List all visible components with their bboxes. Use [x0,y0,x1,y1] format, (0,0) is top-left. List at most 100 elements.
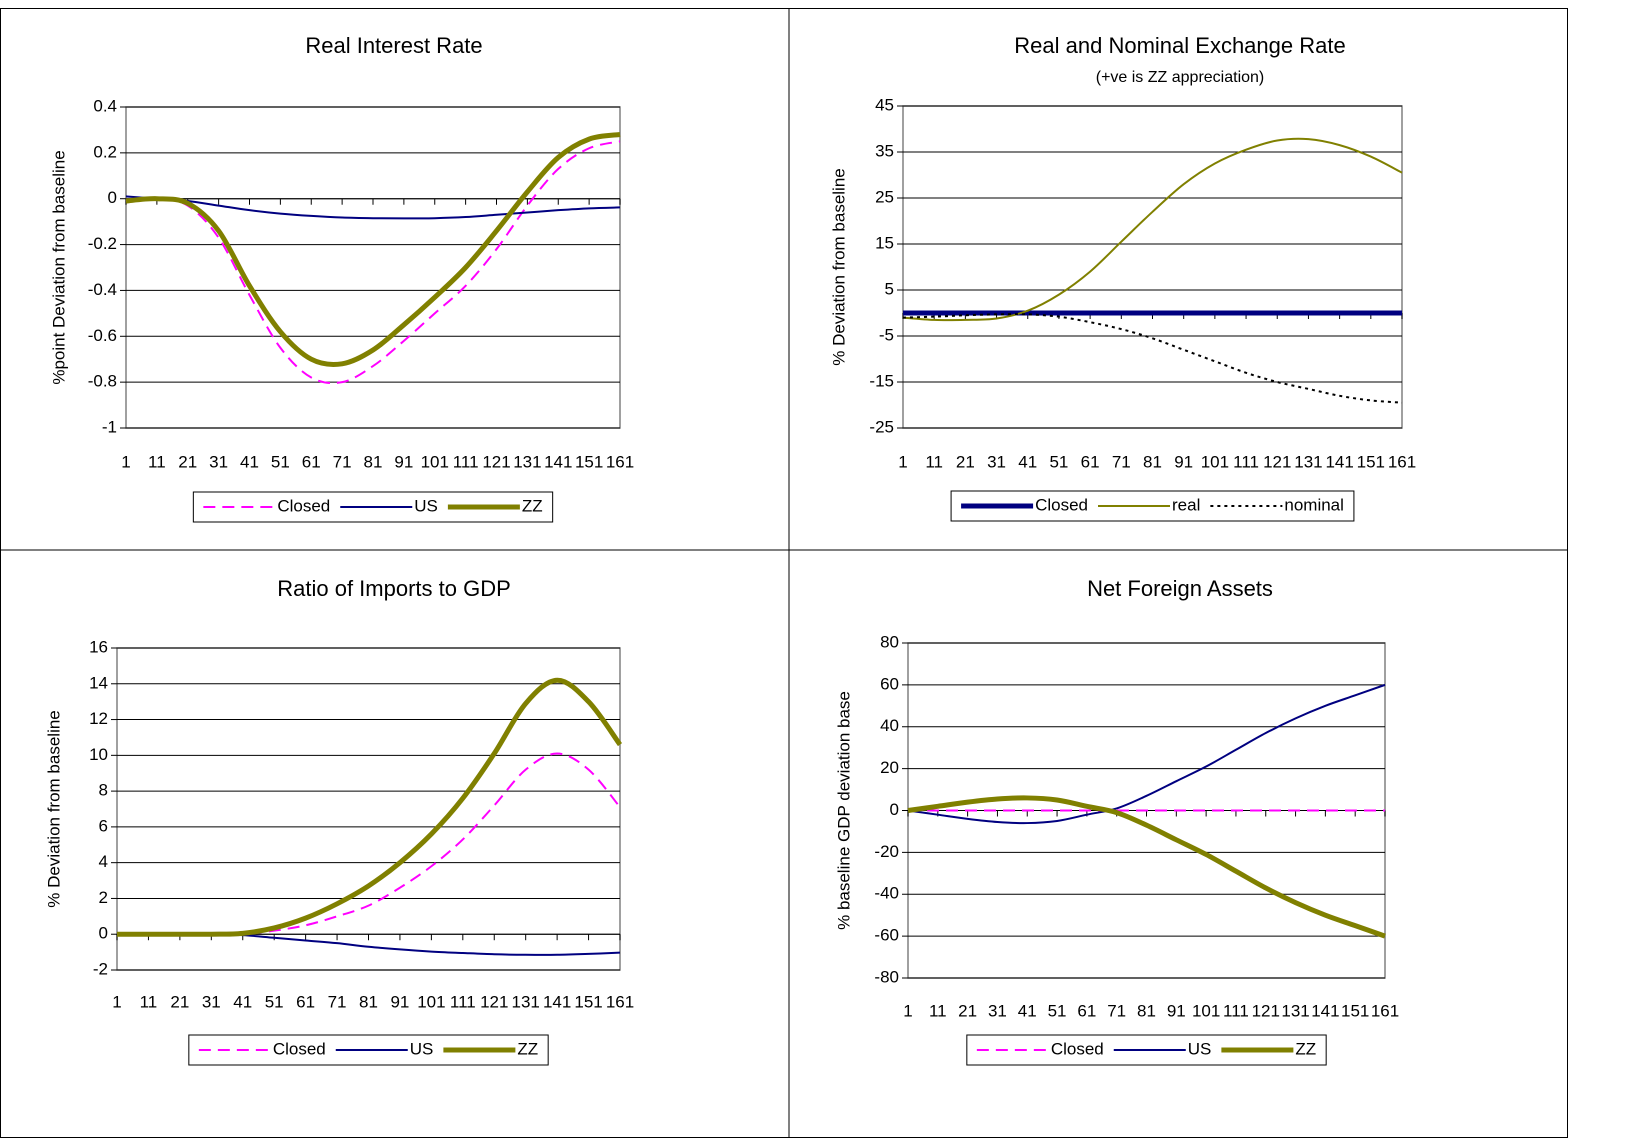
y-axis-label: % Deviation from baseline [829,168,848,365]
legend-label: US [1188,1039,1212,1058]
x-tick-label: 51 [271,452,290,471]
x-tick-label: 51 [265,992,284,1011]
x-tick-label: 41 [1018,1001,1037,1020]
legend-label: Closed [1035,495,1088,514]
y-tick-label: -80 [874,967,899,986]
x-tick-label: 131 [1294,452,1322,471]
x-tick-label: 1 [112,992,121,1011]
series-line [907,683,1386,825]
x-tick-label: 1 [121,452,130,471]
y-tick-label: 15 [875,233,894,252]
x-tick-label: 31 [988,1001,1007,1020]
x-tick-label: 61 [1077,1001,1096,1020]
series-line [125,132,621,367]
y-tick-label: -0.2 [88,234,117,253]
x-tick-label: 111 [450,992,476,1011]
x-tick-label: 1 [903,1001,912,1020]
legend-label: ZZ [522,496,543,515]
x-tick-label: 21 [956,452,975,471]
x-tick-label: 91 [1174,452,1193,471]
x-tick-label: 41 [233,992,252,1011]
x-tick-label: 11 [140,992,158,1011]
x-tick-label: 71 [1107,1001,1126,1020]
x-tick-label: 31 [987,452,1006,471]
x-tick-label: 121 [480,992,508,1011]
series-line [125,140,621,385]
chart-title: Real Interest Rate [305,33,482,58]
y-tick-label: 0 [99,924,108,943]
x-tick-label: 11 [925,452,943,471]
x-tick-label: 101 [1201,452,1229,471]
x-tick-label: 11 [929,1001,947,1020]
y-tick-label: 6 [99,816,108,835]
y-tick-label: -25 [869,417,894,436]
series-line [902,313,1403,404]
plot-area [125,106,621,429]
chart-title: Net Foreign Assets [1087,576,1273,601]
plot-area [902,105,1403,429]
x-tick-label: 81 [364,452,383,471]
y-tick-label: 5 [885,279,894,298]
x-tick-label: 71 [333,452,352,471]
y-tick-label: 10 [89,745,108,764]
x-tick-label: 61 [302,452,321,471]
x-tick-label: 141 [1325,452,1353,471]
x-tick-label: 101 [417,992,445,1011]
x-tick-label: 121 [1252,1001,1280,1020]
chart: Real Interest Rate %point Deviation from … [49,33,634,523]
x-tick-label: 161 [1388,452,1416,471]
chart-subtitle: (+ve is ZZ appreciation) [1096,69,1265,86]
y-tick-label: 40 [880,716,899,735]
legend: Closed real nominal [950,490,1355,522]
legend-label: US [410,1039,434,1058]
legend: Closed US ZZ [966,1034,1327,1066]
y-axis-label: %point Deviation from baseline [49,150,68,384]
x-tick-label: 141 [1311,1001,1339,1020]
chart: Net Foreign Assets % baseline GDP deviati… [834,576,1399,1066]
x-tick-label: 91 [394,452,413,471]
y-tick-label: 12 [89,709,108,728]
y-tick-label: -5 [879,325,894,344]
x-tick-label: 161 [1371,1001,1399,1020]
x-tick-label: 121 [482,452,510,471]
x-tick-label: 71 [328,992,347,1011]
y-tick-label: 0 [108,188,117,207]
y-axis-label: % baseline GDP deviation base [834,691,853,930]
x-tick-label: 81 [359,992,378,1011]
y-tick-label: -60 [874,926,899,945]
y-tick-label: 8 [99,781,108,800]
plot-area [116,647,621,971]
x-tick-label: 101 [421,452,449,471]
legend: Closed US ZZ [188,1034,549,1066]
x-tick-label: 1 [898,452,907,471]
y-tick-label: 0.2 [93,142,117,161]
x-tick-label: 151 [575,452,603,471]
y-tick-label: -40 [874,884,899,903]
x-tick-label: 61 [1081,452,1100,471]
legend-label: ZZ [517,1039,538,1058]
legend-label: nominal [1284,495,1344,514]
x-tick-label: 141 [543,992,571,1011]
y-tick-label: -2 [93,959,108,978]
x-tick-label: 131 [1281,1001,1309,1020]
x-tick-label: 71 [1112,452,1131,471]
x-tick-label: 131 [512,992,540,1011]
x-tick-label: 161 [606,452,634,471]
x-tick-label: 151 [1357,452,1385,471]
y-tick-label: -1 [102,417,117,436]
x-tick-label: 101 [1192,1001,1220,1020]
x-tick-label: 31 [209,452,228,471]
legend-label: US [414,496,438,515]
x-tick-label: 51 [1048,1001,1067,1020]
chart: Real and Nominal Exchange Rate (+ve is ZZ… [829,33,1416,522]
x-tick-label: 11 [148,452,166,471]
legend-label: Closed [1051,1039,1104,1058]
y-tick-label: 14 [89,673,108,692]
x-tick-label: 81 [1137,1001,1156,1020]
x-tick-label: 61 [296,992,315,1011]
series-line [907,795,1386,939]
legend-label: Closed [273,1039,326,1058]
y-tick-label: -0.8 [88,372,117,391]
x-tick-label: 111 [453,452,479,471]
